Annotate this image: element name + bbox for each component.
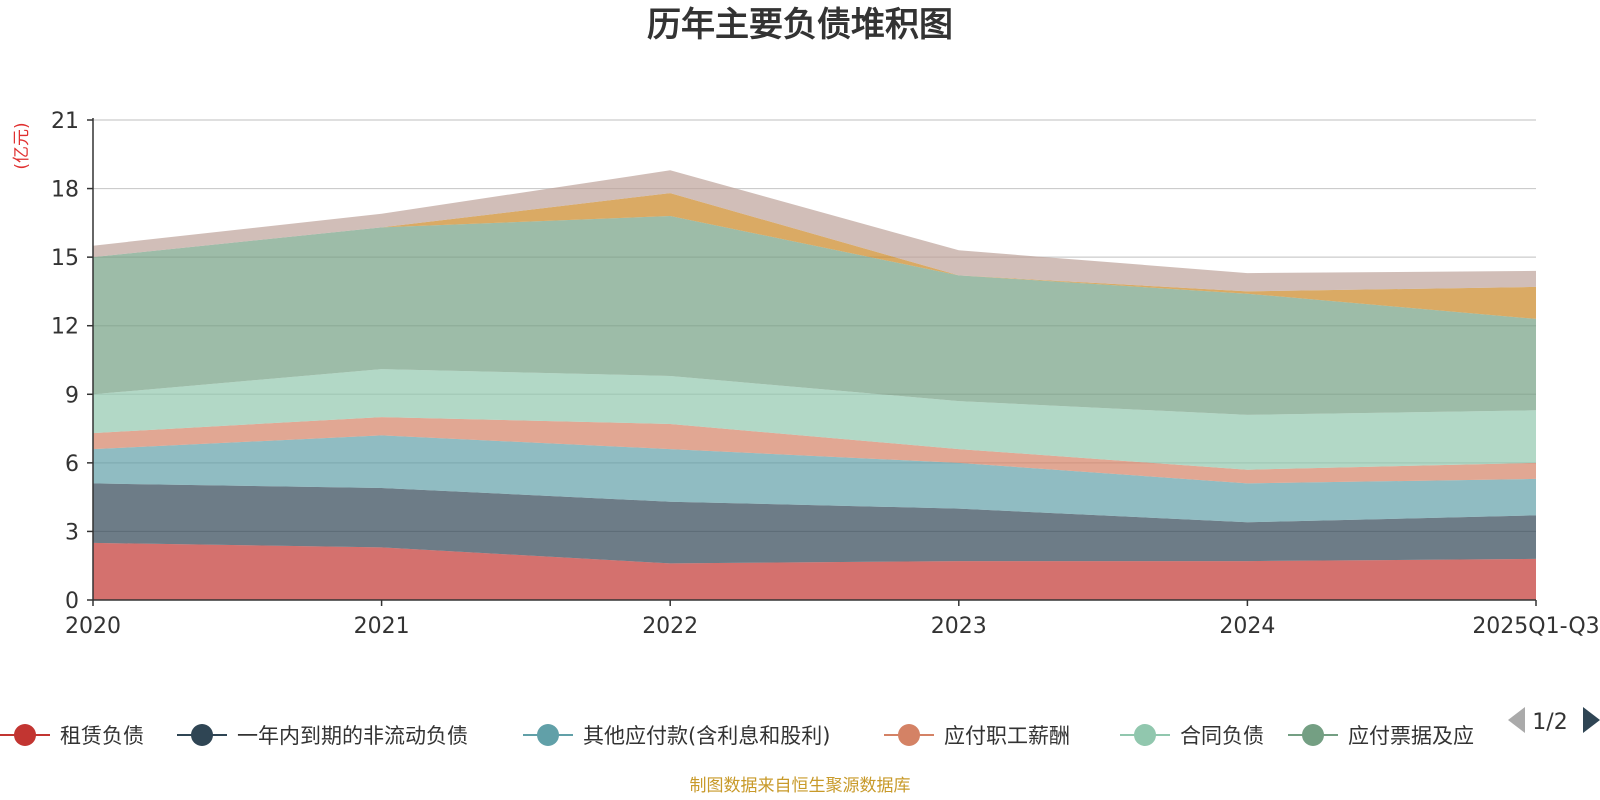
area-租赁负债 xyxy=(93,542,1536,600)
legend-circle-marker xyxy=(14,724,36,746)
y-tick-label: 6 xyxy=(65,452,79,477)
legend-item[interactable]: 其他应付款(含利息和股利) xyxy=(523,724,830,748)
legend-label: 其他应付款(含利息和股利) xyxy=(583,724,830,748)
x-tick-label: 2020 xyxy=(65,614,121,639)
area-应付票据及应付账款 xyxy=(93,216,1536,415)
axes xyxy=(87,118,1537,606)
legend-circle-marker xyxy=(537,724,559,746)
legend-circle-marker xyxy=(1302,724,1324,746)
legend-page-indicator: 1/2 xyxy=(1532,710,1567,735)
legend-circle-marker xyxy=(191,724,213,746)
legend: 租赁负债 一年内到期的非流动负债 其他应付款(含利息和股利) 应付职工薪酬 合同负债 应付… xyxy=(0,724,1474,748)
legend-label: 应付职工薪酬 xyxy=(944,724,1070,748)
y-tick-label: 12 xyxy=(51,315,79,340)
area-series xyxy=(93,170,1536,600)
legend-circle-marker xyxy=(1134,724,1156,746)
legend-item[interactable]: 一年内到期的非流动负债 xyxy=(177,724,468,748)
x-axis-ticks: 2020 2021 2022 2023 2024 2025Q1-Q3 xyxy=(65,614,1600,639)
y-tick-label: 15 xyxy=(51,246,79,271)
y-tick-label: 3 xyxy=(65,520,79,545)
data-source-note: 制图数据来自恒生聚源数据库 xyxy=(690,776,911,796)
legend-next-icon[interactable] xyxy=(1583,707,1600,733)
x-tick-label: 2024 xyxy=(1219,614,1275,639)
chart-title: 历年主要负债堆积图 xyxy=(647,5,953,45)
x-tick-label: 2021 xyxy=(354,614,410,639)
legend-label: 应付票据及应 xyxy=(1348,724,1474,748)
y-axis-unit-label: (亿元) xyxy=(12,122,32,169)
area-应付职工薪酬 xyxy=(93,417,1536,484)
legend-pager: 1/2 xyxy=(1508,707,1600,735)
y-tick-label: 21 xyxy=(51,109,79,134)
x-tick-label: 2022 xyxy=(642,614,698,639)
x-tick-label: 2023 xyxy=(931,614,987,639)
area-其他应付款(含利息和股利) xyxy=(93,435,1536,523)
legend-item[interactable]: 应付票据及应 xyxy=(1288,724,1474,748)
x-tick-label: 2025Q1-Q3 xyxy=(1472,614,1599,639)
legend-label: 一年内到期的非流动负债 xyxy=(237,724,468,748)
y-tick-label: 9 xyxy=(65,383,79,408)
y-axis-ticks: 0 3 6 9 12 15 18 21 xyxy=(51,109,79,614)
legend-circle-marker xyxy=(898,724,920,746)
y-tick-label: 0 xyxy=(65,589,79,614)
y-tick-label: 18 xyxy=(51,178,79,203)
legend-item[interactable]: 合同负债 xyxy=(1120,724,1264,748)
area-合同负债 xyxy=(93,369,1536,470)
legend-prev-icon[interactable] xyxy=(1508,707,1525,733)
area-短期借款 xyxy=(93,193,1536,319)
area-一年内到期的非流动负债 xyxy=(93,483,1536,564)
legend-item[interactable]: 应付职工薪酬 xyxy=(884,724,1070,748)
legend-label: 租赁负债 xyxy=(60,724,144,748)
legend-label: 合同负债 xyxy=(1180,724,1264,748)
area-其他 xyxy=(93,170,1536,292)
legend-item[interactable]: 租赁负债 xyxy=(0,724,144,748)
